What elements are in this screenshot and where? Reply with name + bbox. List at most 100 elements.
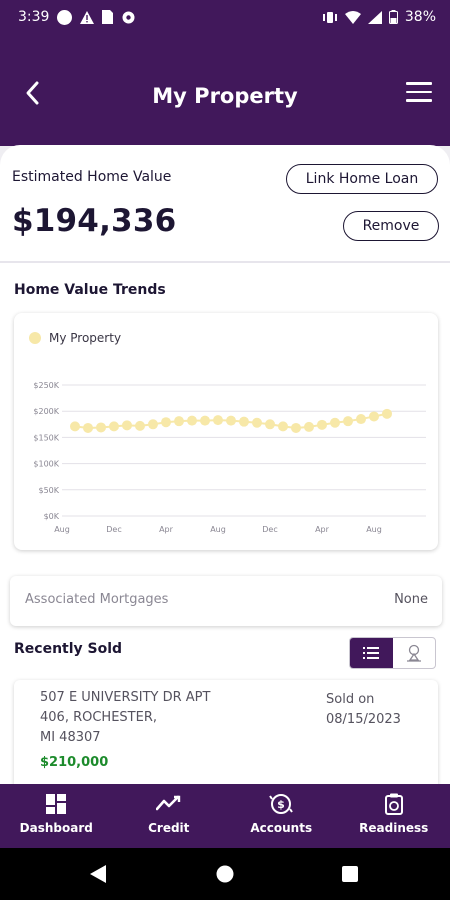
sold-on-label: Sold on: [326, 692, 375, 707]
home-value-trends-title: Home Value Trends: [14, 282, 166, 298]
accounts-exchange-icon: $: [269, 794, 294, 814]
home-circle-icon[interactable]: [215, 864, 235, 884]
map-view-icon: [406, 644, 421, 662]
circle-icon: [57, 9, 73, 25]
bottom-navigation: Dashboard Credit $ Accounts Readiness: [0, 784, 450, 848]
address-line-3: MI 48307: [40, 730, 101, 745]
battery-percent: 38%: [404, 9, 436, 25]
data-point: [148, 419, 158, 430]
nav-readiness-label: Readiness: [359, 821, 429, 835]
app-header: My Property: [0, 34, 450, 146]
sold-date-value: 08/15/2023: [326, 712, 401, 727]
nav-accounts[interactable]: $ Accounts: [225, 784, 338, 848]
data-point: [382, 408, 392, 419]
y-tick-label: $100K: [33, 460, 59, 469]
nav-accounts-label: Accounts: [250, 821, 313, 835]
hamburger-menu-icon[interactable]: [406, 82, 432, 104]
recently-sold-title: Recently Sold: [14, 641, 123, 657]
data-point: [330, 417, 340, 428]
data-point: [265, 419, 275, 430]
x-tick-label: Aug: [366, 525, 382, 534]
signal-icon: [367, 10, 382, 24]
data-point: [109, 421, 119, 432]
remove-button[interactable]: Remove: [343, 211, 439, 241]
associated-mortgages-value: None: [394, 592, 428, 607]
y-tick-label: $200K: [33, 407, 59, 416]
back-button[interactable]: [18, 78, 48, 108]
sold-address: 507 E UNIVERSITY DR APT 406, ROCHESTER, …: [40, 688, 230, 748]
home-value-chart: My Property $0K $50K $100K $150K $200K $250K Au…: [29, 331, 426, 534]
vibrate-icon: [322, 11, 337, 23]
legend-label: My Property: [49, 331, 121, 345]
data-point: [278, 421, 288, 432]
associated-mortgages-card[interactable]: Associated Mortgages None: [10, 576, 442, 626]
data-point: [304, 421, 314, 432]
address-line-1: 507 E UNIVERSITY DR APT: [40, 690, 211, 705]
warning-icon: [80, 10, 95, 24]
nav-readiness[interactable]: Readiness: [338, 784, 450, 848]
data-point: [369, 411, 379, 422]
status-bar: 3:39 38%: [0, 0, 450, 34]
data-point: [174, 416, 184, 427]
svg-text:$: $: [277, 798, 285, 811]
data-point: [356, 414, 366, 425]
data-point: [213, 415, 223, 426]
readiness-document-icon: [384, 793, 403, 815]
sold-date: Sold on 08/15/2023: [326, 690, 418, 730]
status-time: 3:39: [18, 9, 50, 25]
list-view-button[interactable]: [350, 638, 393, 668]
data-point: [161, 417, 171, 428]
x-tick-label: Apr: [159, 525, 174, 534]
y-tick-label: $150K: [33, 433, 59, 442]
y-tick-label: $0K: [44, 512, 60, 521]
page-title: My Property: [152, 84, 298, 108]
x-tick-label: Apr: [315, 525, 330, 534]
data-point: [226, 415, 236, 426]
recently-sold-item[interactable]: 507 E UNIVERSITY DR APT 406, ROCHESTER, …: [14, 680, 438, 790]
map-view-button[interactable]: [393, 638, 436, 668]
back-triangle-icon[interactable]: [90, 865, 106, 883]
x-tick-label: Aug: [210, 525, 226, 534]
link-home-loan-button[interactable]: Link Home Loan: [286, 164, 438, 194]
data-point: [83, 422, 93, 433]
chevron-left-icon: [26, 81, 39, 105]
trend-line-icon: [155, 795, 180, 811]
nav-credit-label: Credit: [148, 821, 190, 835]
sim-icon: [102, 10, 114, 24]
home-value-chart-card: My Property $0K $50K $100K $150K $200K $250K Au…: [14, 313, 438, 550]
associated-mortgages-label: Associated Mortgages: [25, 592, 169, 607]
data-point: [239, 416, 249, 427]
data-point: [252, 417, 262, 428]
y-tick-label: $250K: [33, 381, 59, 390]
nav-credit[interactable]: Credit: [113, 784, 226, 848]
dashboard-icon: [46, 794, 67, 814]
settings-icon: [122, 11, 135, 23]
wifi-icon: [344, 10, 361, 24]
data-point: [96, 422, 106, 433]
nav-dashboard[interactable]: Dashboard: [0, 784, 113, 848]
data-point: [317, 419, 327, 430]
data-point: [70, 421, 80, 432]
x-tick-label: Dec: [262, 525, 277, 534]
list-view-icon: [363, 647, 380, 659]
battery-icon: [388, 10, 398, 24]
x-tick-label: Dec: [106, 525, 121, 534]
x-tick-label: Aug: [54, 525, 70, 534]
nav-dashboard-label: Dashboard: [19, 821, 93, 835]
view-toggle: [349, 637, 436, 669]
estimated-value: $194,336: [12, 203, 177, 239]
estimated-value-label: Estimated Home Value: [12, 169, 172, 185]
legend-marker: [29, 332, 41, 344]
data-point: [291, 422, 301, 433]
data-point: [187, 415, 197, 426]
system-navigation-bar: [0, 848, 450, 900]
address-line-2: 406, ROCHESTER,: [40, 710, 157, 725]
sold-price: $210,000: [40, 755, 109, 770]
y-tick-label: $50K: [38, 486, 59, 495]
divider: [0, 261, 450, 263]
data-point: [200, 415, 210, 426]
data-point: [122, 420, 132, 431]
recents-square-icon[interactable]: [342, 866, 358, 882]
data-point: [135, 420, 145, 431]
data-point: [343, 416, 353, 427]
